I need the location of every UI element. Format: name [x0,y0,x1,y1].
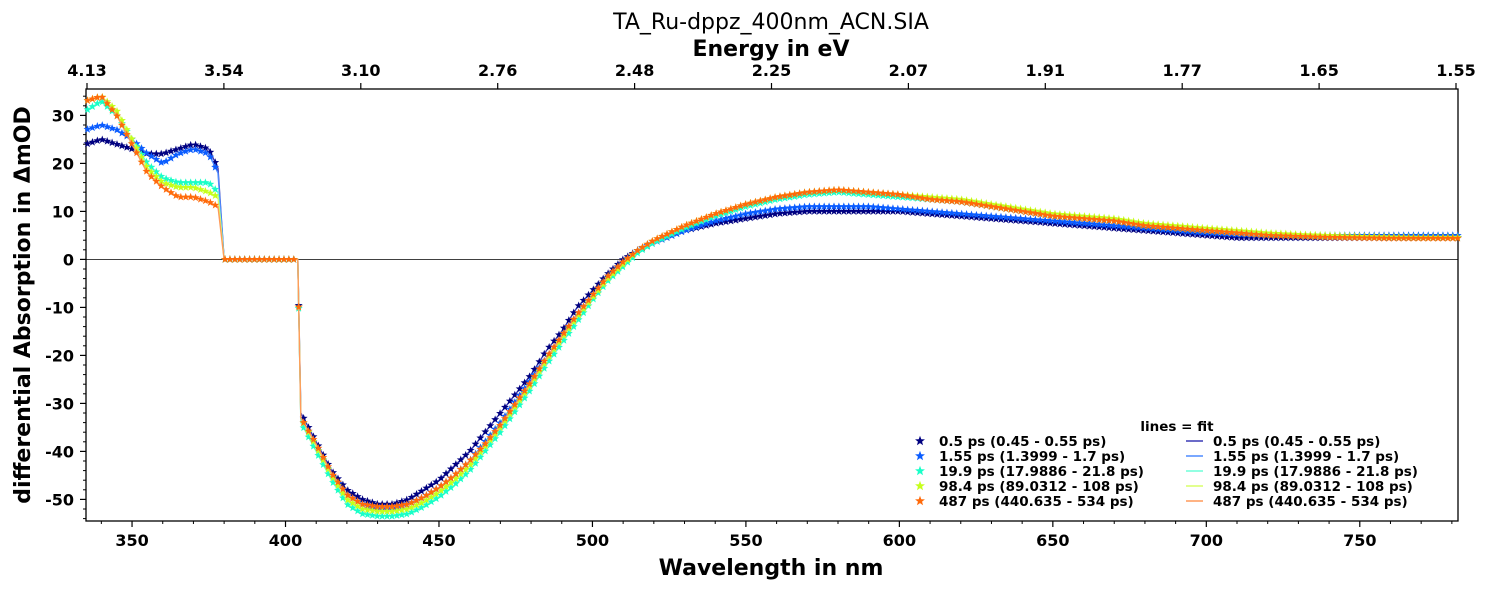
legend-label: 98.4 ps (89.0312 - 108 ps) [939,479,1139,495]
y-axis-title: differential Absorption in ΔmOD [11,106,36,503]
x-tick-label: 400 [269,531,302,550]
legend-marker [915,480,925,491]
legend: lines = fit 0.5 ps (0.45 - 0.55 ps) 0.5 p… [915,419,1418,510]
series-5 [83,93,1462,511]
y-tick-label: 20 [52,154,74,173]
x-tick-label: 650 [1036,531,1069,550]
top-tick-label: 2.07 [889,61,928,80]
x-tick-label: 700 [1190,531,1223,550]
legend-fit-label: 0.5 ps (0.45 - 0.55 ps) [1213,434,1380,450]
top-axis-title: Energy in eV [692,37,849,62]
top-tick-label: 2.25 [752,61,791,80]
x-tick-label: 450 [422,531,455,550]
top-tick-label: 2.76 [478,61,517,80]
chart-title: TA_Ru-dppz_400nm_ACN.SIA [612,10,929,35]
legend-fit-label: 1.55 ps (1.3999 - 1.7 ps) [1213,449,1399,465]
x-tick-label: 350 [115,531,148,550]
y-tick-label: 10 [52,202,74,221]
legend-marker [915,435,925,446]
legend-fit-label: 98.4 ps (89.0312 - 108 ps) [1213,479,1413,495]
y-tick-label: 0 [63,250,74,269]
legend-fit-label: 487 ps (440.635 - 534 ps) [1213,494,1408,510]
x-axis-title: Wavelength in nm [659,556,884,581]
x-tick-label: 550 [729,531,762,550]
y-tick-label: -40 [45,442,74,461]
plot-area: 350 400 450 500 550 600 650 700 750 -50 -40 -30 -20 -… [45,61,1476,550]
x-tick-label: 600 [883,531,916,550]
y-tick-label: -10 [45,298,74,317]
top-tick-label: 4.13 [67,61,106,80]
legend-marker [915,450,925,461]
y-tick-label: -30 [45,394,74,413]
y-tick-label: 30 [52,106,74,125]
legend-fit-label: 19.9 ps (17.9886 - 21.8 ps) [1213,464,1418,480]
top-tick-label: 1.65 [1299,61,1338,80]
top-tick-label: 1.77 [1162,61,1201,80]
x-tick-label: 500 [576,531,609,550]
legend-label: 487 ps (440.635 - 534 ps) [939,494,1134,510]
legend-label: 19.9 ps (17.9886 - 21.8 ps) [939,464,1144,480]
top-tick-label: 1.91 [1026,61,1065,80]
top-tick-label: 1.55 [1436,61,1475,80]
top-tick-label: 2.48 [615,61,654,80]
y-tick-label: -50 [45,490,74,509]
top-tick-label: 3.10 [341,61,380,80]
top-tick-label: 3.54 [204,61,243,80]
y-tick-label: -20 [45,346,74,365]
legend-label: 1.55 ps (1.3999 - 1.7 ps) [939,449,1125,465]
legend-title: lines = fit [1140,419,1214,435]
x-tick-label: 750 [1343,531,1376,550]
legend-marker [915,465,925,476]
legend-label: 0.5 ps (0.45 - 0.55 ps) [939,434,1106,450]
legend-marker [915,495,925,506]
